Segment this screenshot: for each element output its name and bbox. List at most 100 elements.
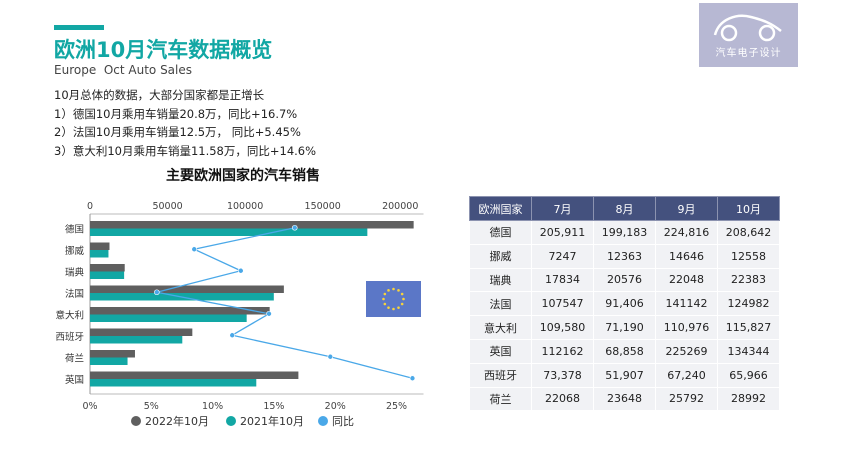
category-label: 意大利: [55, 309, 84, 321]
sales-cell: 109,580: [531, 315, 594, 340]
bottom-axis-tick-label: 0%: [82, 401, 97, 412]
legend-label: 2021年10月: [240, 414, 304, 428]
sales-cell: 107547: [531, 291, 594, 317]
yoy-point: [154, 289, 160, 296]
bar-2021: [90, 250, 109, 258]
bar-2021: [90, 228, 368, 236]
summary-line: 1）德国10月乘用车销量20.8万，同比+16.7%: [54, 106, 298, 121]
table-header-row: 欧洲国家 7月 8月 9月 10月: [469, 196, 780, 221]
sales-cell: 51,907: [593, 362, 656, 388]
sales-cell: 91,406: [593, 291, 656, 317]
sales-cell: 124982: [717, 291, 780, 317]
top-axis-tick-label: 200000: [382, 201, 418, 212]
sales-cell: 22068: [531, 386, 594, 412]
sales-cell: 20576: [593, 267, 656, 293]
sales-cell: 71,190: [593, 315, 656, 340]
bar-2022: [90, 307, 270, 315]
table-header-cell: 欧洲国家: [469, 196, 532, 221]
sales-cell: 110,976: [655, 315, 718, 340]
top-axis-tick-label: 50000: [152, 201, 182, 212]
top-axis-tick-label: 100000: [227, 201, 263, 212]
bar-2021: [90, 314, 247, 322]
eu-flag-star: [387, 306, 390, 309]
bottom-axis-tick-label: 5%: [144, 401, 159, 412]
table-row: 瑞典 17834 20576 22048 22383: [469, 267, 780, 293]
eu-flag-star: [397, 289, 400, 292]
sales-cell: 17834: [531, 267, 594, 293]
yoy-line: [156, 227, 413, 379]
sales-cell: 25792: [655, 386, 718, 412]
bar-2021: [90, 336, 183, 344]
category-label: 法国: [65, 288, 84, 300]
table-row: 法国 107547 91,406 141142 124982: [469, 291, 780, 317]
eu-flag-star: [382, 297, 385, 301]
legend-label: 同比: [332, 415, 354, 428]
sales-cell: 65,966: [717, 362, 780, 388]
bottom-axis-tick-label: 25%: [386, 401, 407, 412]
category-label: 挪威: [65, 245, 85, 257]
category-label: 德国: [65, 223, 84, 235]
bar-2022: [90, 221, 414, 229]
yoy-point: [229, 332, 236, 339]
sales-cell: 7247: [531, 243, 594, 269]
sales-cell: 23648: [593, 386, 656, 412]
top-axis-tick-label: 150000: [305, 201, 341, 212]
legend-label: 2022年10月: [145, 414, 209, 428]
car-outline-logo-icon: [713, 14, 782, 42]
sales-cell: 112162: [531, 338, 594, 364]
yoy-point: [291, 224, 298, 231]
yoy-point: [238, 267, 244, 274]
country-cell: 荷兰: [469, 386, 532, 412]
table-row: 意大利 109,580 71,190 110,976 115,827: [469, 315, 780, 340]
sales-cell: 12558: [717, 243, 780, 269]
legend-marker: [226, 416, 236, 426]
bar-2021: [90, 357, 128, 365]
sales-cell: 134344: [717, 338, 780, 364]
sales-cell: 208,642: [717, 220, 780, 245]
table-row: 荷兰 22068 23648 25792 28992: [469, 386, 780, 412]
title-accent-bar: [54, 25, 104, 30]
table-row: 挪威 7247 12363 14646 12558: [469, 243, 780, 269]
bar-2022: [90, 371, 299, 379]
category-label: 瑞典: [65, 266, 85, 278]
sales-cell: 14646: [655, 243, 718, 269]
table-row: 英国 112162 68,858 225269 134344: [469, 338, 780, 364]
country-cell: 英国: [469, 338, 532, 364]
eu-flag-star: [400, 302, 404, 306]
sales-cell: 141142: [655, 291, 718, 317]
sales-cell: 68,858: [593, 338, 656, 364]
bar-2022: [90, 242, 110, 250]
eu-flag-icon: [366, 281, 421, 317]
eu-flag-star: [397, 306, 400, 309]
table-header-cell: 10月: [717, 196, 780, 221]
summary-line: 2）法国10月乘用车销量12.5万， 同比+5.45%: [54, 125, 301, 139]
eu-flag-star: [387, 289, 390, 292]
bar-2022: [90, 285, 284, 293]
yoy-point: [191, 246, 198, 253]
legend-marker: [131, 416, 141, 426]
sales-cell: 22048: [655, 267, 718, 293]
sales-cell: 199,183: [593, 220, 656, 245]
bottom-axis-tick-label: 10%: [202, 401, 223, 412]
bottom-axis-tick-label: 20%: [325, 401, 346, 412]
summary-text: 10月总体的数据，大部分国家都是正增长 1）德国10月乘用车销量20.8万，同比…: [54, 86, 316, 160]
bottom-axis-tick-label: 15%: [263, 401, 284, 412]
country-cell: 德国: [469, 220, 532, 245]
sales-cell: 115,827: [717, 315, 780, 340]
brand-logo: 汽车电子设计: [699, 3, 798, 67]
logo-text: 汽车电子设计: [715, 48, 782, 59]
category-label: 荷兰: [65, 352, 84, 364]
bar-2022: [90, 350, 135, 358]
eu-flag-star: [402, 297, 405, 301]
bar-2022: [90, 328, 193, 336]
sales-cell: 224,816: [655, 220, 718, 245]
yoy-point: [266, 310, 272, 317]
summary-line: 10月总体的数据，大部分国家都是正增长: [54, 88, 265, 102]
page-title: 欧洲10月汽车数据概览: [54, 38, 273, 62]
page-subtitle: Europe Oct Auto Sales: [54, 63, 193, 77]
country-cell: 意大利: [469, 315, 532, 340]
eu-flag-star: [383, 292, 387, 296]
country-cell: 西班牙: [469, 362, 532, 388]
table-row: 德国 205,911 199,183 224,816 208,642: [469, 220, 780, 245]
legend-marker: [318, 416, 328, 426]
